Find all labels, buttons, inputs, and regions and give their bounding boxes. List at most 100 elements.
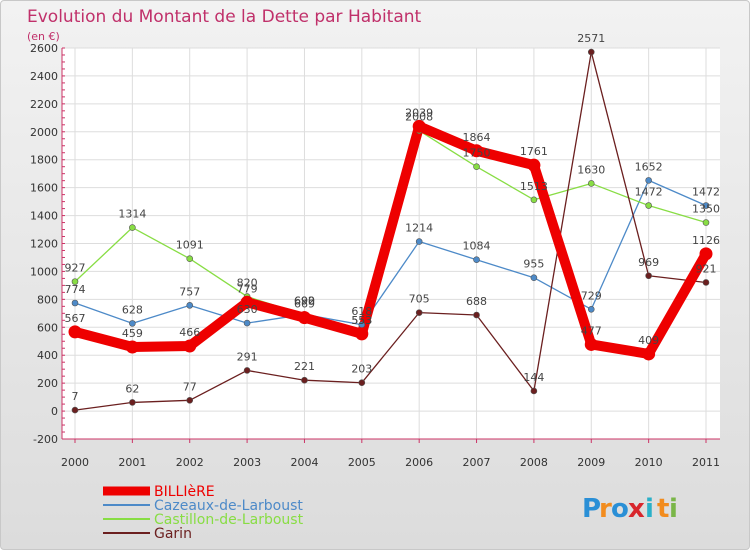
x-tick-label: 2004 bbox=[290, 456, 318, 469]
data-label: 1652 bbox=[635, 160, 663, 173]
data-point bbox=[243, 319, 251, 327]
data-point bbox=[702, 219, 710, 226]
data-point bbox=[240, 295, 254, 309]
data-label: 927 bbox=[65, 262, 86, 275]
data-label: 144 bbox=[523, 371, 544, 384]
data-label: 729 bbox=[581, 289, 602, 302]
data-label: 62 bbox=[125, 382, 139, 395]
data-point bbox=[186, 255, 194, 263]
data-label: 291 bbox=[237, 350, 258, 363]
data-point bbox=[584, 337, 598, 351]
data-label: 774 bbox=[65, 283, 86, 296]
chart-title: Evolution du Montant de la Dette par Hab… bbox=[27, 7, 422, 27]
legend-label-3: Garin bbox=[154, 526, 192, 542]
y-tick-label: -200 bbox=[33, 433, 58, 446]
x-tick-label: 2002 bbox=[176, 456, 204, 469]
data-label: 567 bbox=[65, 312, 86, 325]
data-point bbox=[186, 302, 194, 309]
y-tick-label: 2400 bbox=[30, 70, 58, 83]
data-point bbox=[587, 48, 595, 56]
logo-letter: i bbox=[645, 494, 654, 524]
logo-letter: o bbox=[611, 494, 629, 524]
data-label: 1630 bbox=[577, 163, 605, 176]
data-label: 477 bbox=[581, 324, 602, 337]
data-point bbox=[71, 278, 79, 285]
data-point bbox=[415, 309, 423, 316]
data-label: 459 bbox=[122, 327, 143, 340]
x-tick-label: 2011 bbox=[692, 456, 720, 469]
series-line-0 bbox=[70, 121, 711, 359]
data-point bbox=[645, 272, 652, 280]
proxiti-logo: Pr o x i t i bbox=[582, 494, 678, 524]
y-tick-label: 1400 bbox=[30, 210, 58, 223]
y-tick-label: 2000 bbox=[30, 126, 58, 139]
data-label: 2008 bbox=[405, 111, 433, 124]
legend-label-2: Castillon-de-Larboust bbox=[154, 512, 304, 528]
logo-letter: P bbox=[582, 494, 601, 524]
data-label: 1472 bbox=[635, 186, 663, 199]
x-tick-label: 2003 bbox=[233, 456, 261, 469]
data-label: 1214 bbox=[405, 222, 433, 235]
data-point bbox=[71, 299, 79, 307]
y-tick-label: 2200 bbox=[30, 98, 58, 111]
series-line-1 bbox=[74, 179, 707, 326]
data-point bbox=[301, 376, 308, 384]
data-point bbox=[473, 256, 480, 263]
data-point bbox=[530, 387, 538, 395]
data-point bbox=[415, 238, 423, 245]
data-label: 955 bbox=[523, 258, 544, 271]
data-label: 628 bbox=[122, 303, 143, 316]
data-label: 969 bbox=[638, 256, 659, 269]
data-label: 553 bbox=[351, 314, 372, 327]
data-point bbox=[702, 202, 710, 209]
y-tick-label: 0 bbox=[51, 405, 58, 418]
y-tick-label: 1600 bbox=[30, 182, 58, 195]
data-label: 77 bbox=[183, 380, 197, 393]
data-point bbox=[68, 325, 82, 339]
x-tick-label: 2010 bbox=[635, 456, 663, 469]
data-point bbox=[642, 347, 656, 361]
data-label: 1314 bbox=[118, 208, 146, 221]
data-point bbox=[645, 202, 652, 209]
data-label: 1126 bbox=[692, 234, 720, 247]
data-point bbox=[125, 340, 139, 354]
data-point bbox=[71, 406, 79, 414]
data-label: 7 bbox=[72, 390, 79, 403]
logo-letter: t bbox=[657, 494, 669, 524]
data-label: 203 bbox=[351, 363, 372, 376]
data-label: 1091 bbox=[176, 239, 204, 252]
legend-label-0: BILLIèRE bbox=[154, 484, 215, 500]
data-point bbox=[412, 119, 426, 133]
y-tick-label: 400 bbox=[37, 349, 58, 362]
data-point bbox=[699, 247, 713, 261]
y-tick-label: 600 bbox=[37, 321, 58, 334]
data-label: 779 bbox=[237, 282, 258, 295]
data-label: 1472 bbox=[692, 186, 720, 199]
data-label: 1513 bbox=[520, 180, 548, 193]
x-tick-label: 2009 bbox=[577, 456, 605, 469]
data-point bbox=[355, 327, 369, 341]
data-point bbox=[473, 311, 480, 319]
data-label: 553 bbox=[351, 314, 372, 327]
data-point bbox=[587, 305, 595, 313]
y-tick-label: 800 bbox=[37, 293, 58, 306]
chart-subtitle: (en €) bbox=[27, 30, 60, 43]
data-label: 1864 bbox=[463, 131, 491, 144]
data-point bbox=[129, 320, 136, 327]
data-label: 409 bbox=[638, 334, 659, 347]
logo-letter: x bbox=[628, 494, 645, 524]
data-point bbox=[470, 144, 484, 158]
data-point bbox=[645, 177, 652, 184]
legend-label-1: Cazeaux-de-Larboust bbox=[154, 498, 303, 514]
data-label: 690 bbox=[294, 295, 315, 308]
data-point bbox=[183, 339, 197, 353]
data-label: 921 bbox=[696, 262, 717, 275]
data-point bbox=[129, 399, 136, 406]
data-point bbox=[473, 163, 480, 170]
data-point bbox=[587, 180, 595, 187]
data-label: 466 bbox=[179, 326, 200, 339]
data-label: 688 bbox=[466, 295, 487, 308]
data-point bbox=[129, 224, 136, 231]
data-point bbox=[297, 311, 311, 325]
